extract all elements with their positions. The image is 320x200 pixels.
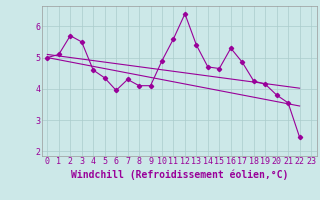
X-axis label: Windchill (Refroidissement éolien,°C): Windchill (Refroidissement éolien,°C) bbox=[70, 169, 288, 180]
